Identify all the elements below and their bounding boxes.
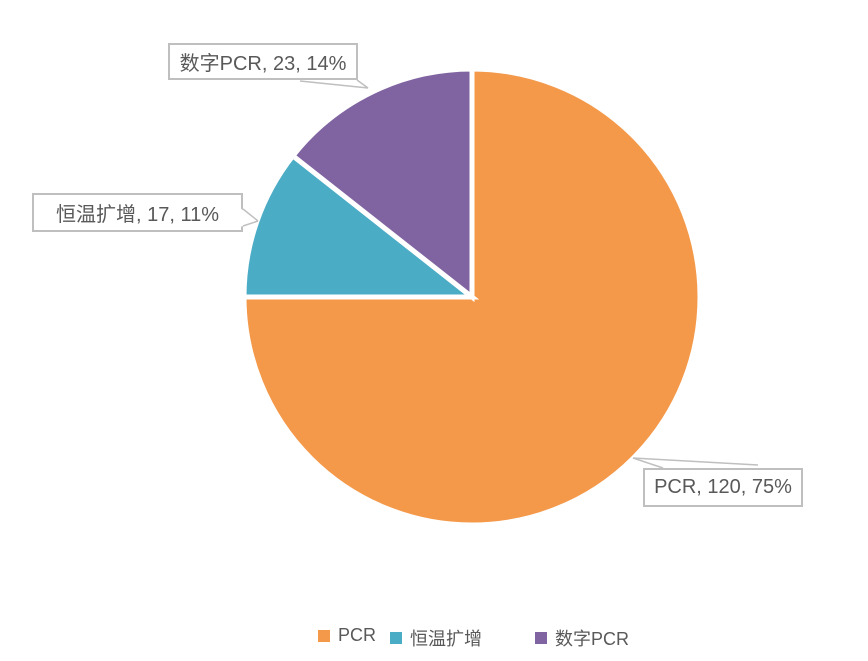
legend-marker-pcr <box>318 629 330 642</box>
leader-line-pcr <box>632 457 759 469</box>
legend-label-isothermal-amplification: 恒温扩增 <box>410 629 482 649</box>
callout-digital-pcr[interactable]: 数字PCR, 23, 14% <box>168 43 358 80</box>
legend-item-digital-pcr[interactable]: 数字PCR <box>535 625 629 651</box>
legend-marker-digital-pcr <box>535 632 547 644</box>
legend-marker-isothermal-amplification <box>390 632 402 644</box>
leader-lines <box>299 79 759 469</box>
pie-slice-digital-pcr[interactable] <box>289 66 475 303</box>
legend-item-pcr[interactable]: PCR <box>318 625 376 646</box>
legend-label-pcr: PCR <box>338 625 377 645</box>
legend-label-digital-pcr: 数字PCR <box>555 629 630 649</box>
callout-digital-pcr-text: 数字PCR, 23, 14% <box>179 53 347 75</box>
callout-isothermal-amplification[interactable]: 恒温扩增, 17, 11% <box>32 193 243 232</box>
callout-isothermal-amplification-text: 恒温扩增, 17, 11% <box>55 204 220 226</box>
pie <box>241 66 703 528</box>
leader-line-digital-pcr <box>299 79 369 89</box>
callout-pcr-text: PCR, 120, 75% <box>654 476 792 498</box>
callout-pcr[interactable]: PCR, 120, 75% <box>643 468 803 507</box>
legend-item-isothermal-amplification[interactable]: 恒温扩增 <box>390 625 482 651</box>
